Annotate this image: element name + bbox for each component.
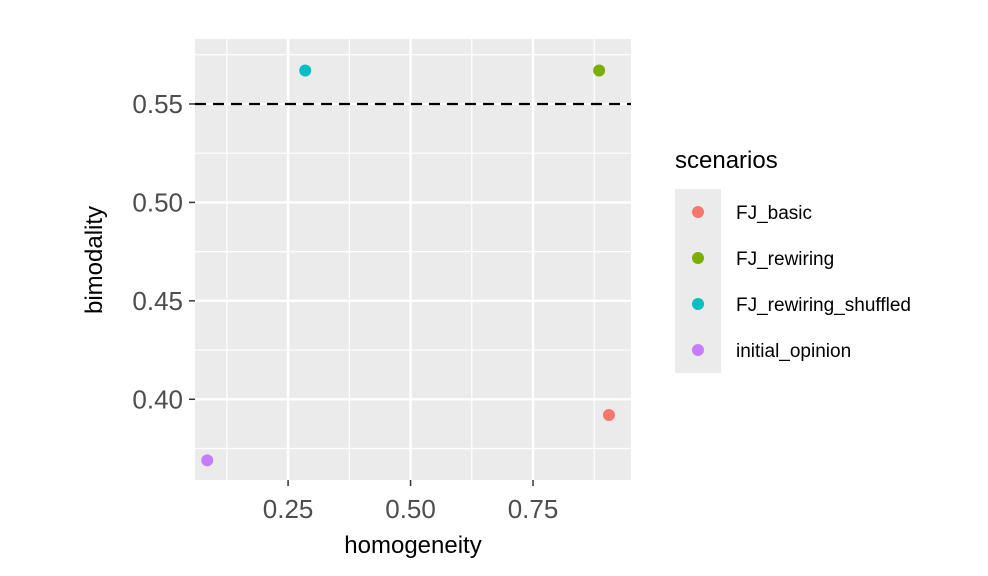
legend-key-background [675,189,721,373]
x-axis: 0.25 0.50 0.75 [263,480,559,524]
y-axis: 0.40 0.45 0.50 0.55 [132,89,195,414]
legend-key-FJ_rewiring_shuffled [692,298,704,310]
y-tick-label: 0.55 [132,89,183,119]
x-axis-title: homogeneity [344,532,481,559]
minor-gridlines [195,39,631,480]
legend-label: FJ_basic [736,203,812,224]
y-tick-label: 0.45 [132,286,183,316]
legend-label: FJ_rewiring [736,249,834,270]
point-FJ_rewiring [593,64,606,77]
legend-label: FJ_rewiring_shuffled [736,295,911,316]
legend: scenarios FJ_basic FJ_rewiring FJ_rewiring… [675,147,911,373]
legend-label: initial_opinion [736,341,851,362]
x-tick-label: 0.75 [508,494,559,524]
point-FJ_basic [602,409,615,422]
y-tick-label: 0.40 [132,384,183,414]
legend-key-initial_opinion [692,344,704,356]
point-FJ_rewiring_shuffled [299,64,312,77]
legend-items: FJ_basic FJ_rewiring FJ_rewiring_shuffledi… [692,203,911,362]
point-initial_opinion [201,454,214,467]
x-tick-label: 0.50 [385,494,436,524]
legend-key-FJ_rewiring [692,252,704,264]
y-axis-title: bimodality [81,206,108,314]
panel-background [195,39,631,480]
legend-key-FJ_basic [692,206,704,218]
x-tick-label: 0.25 [263,494,314,524]
legend-title: scenarios [675,147,778,174]
y-tick-label: 0.50 [132,187,183,217]
data-points [201,64,615,467]
